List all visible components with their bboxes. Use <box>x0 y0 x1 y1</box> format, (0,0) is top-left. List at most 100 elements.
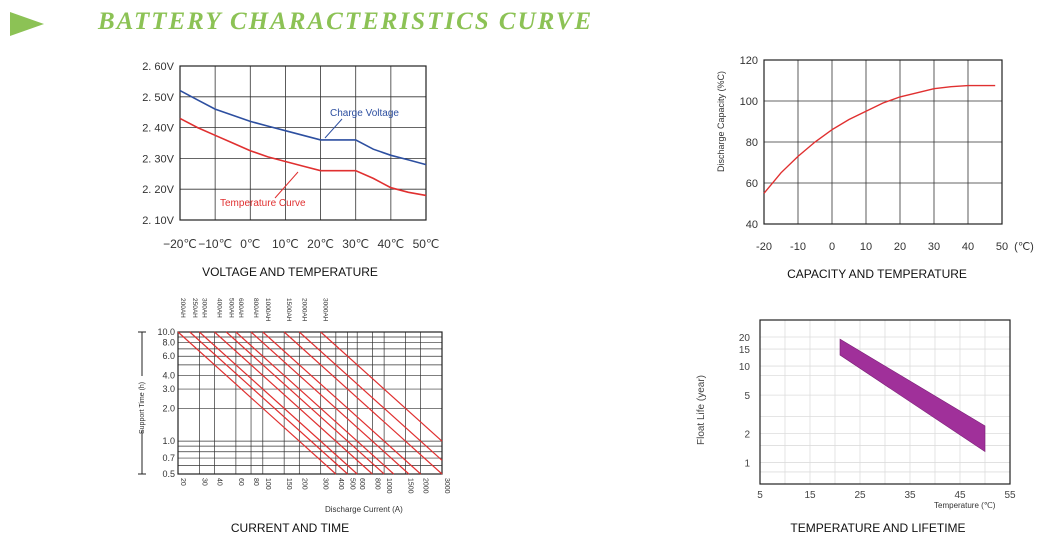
plot-frame <box>179 65 427 221</box>
y-axis-label: Discharge Capacity (%C) <box>716 71 726 172</box>
current-line-3 <box>214 331 373 475</box>
y-tick-label: 2. 10V <box>142 215 174 227</box>
x-tick-label: 600 <box>358 478 365 490</box>
current-line-5 <box>235 331 395 475</box>
x-axis-label: Temperature (℃) <box>934 501 996 510</box>
current-line-4 <box>225 331 385 475</box>
x-tick-label: 30℃ <box>342 237 369 251</box>
y-tick-label: 3.0 <box>162 384 175 394</box>
capacity-label: 3000AH <box>322 298 329 322</box>
x-tick-label: 45 <box>954 490 966 501</box>
y-axis-label: Support Time (h) <box>139 382 146 434</box>
y-tick-label: 5 <box>744 391 750 402</box>
current-time-chart: 200AH 250AH 300AH 400AH 500AH 600AH 800AH 1000A… <box>138 298 450 535</box>
capacity-label: 1500AH <box>285 298 292 322</box>
capacity-label: 300AH <box>200 298 207 318</box>
x-tick-label: 50℃ <box>413 237 440 251</box>
x-tick-label: 20 <box>179 478 186 486</box>
capacity-label: 1000AH <box>264 298 271 322</box>
series-label-temperature: Temperature Curve <box>220 198 306 209</box>
y-tick-label: 80 <box>746 137 758 149</box>
x-tick-label: -10 <box>790 241 806 253</box>
series-line-0 <box>763 84 996 194</box>
y-tick-label: 2.0 <box>162 403 175 413</box>
x-tick-label: 15 <box>804 490 816 501</box>
capacity-label: 500AH <box>227 298 234 318</box>
x-tick-label: 800 <box>373 478 380 490</box>
x-tick-label: 30 <box>200 478 207 486</box>
y-tick-label: 8.0 <box>162 338 175 348</box>
x-tick-label: 150 <box>285 478 292 490</box>
series-label-charge: Charge Voltage <box>330 108 399 119</box>
y-tick-label: 60 <box>746 178 758 190</box>
x-axis-label: Discharge Current (A) <box>325 505 403 514</box>
x-tick-label: 50 <box>996 241 1008 253</box>
page-title: BATTERY CHARACTERISTICS CURVE <box>98 8 594 35</box>
capacity-label: 200AH <box>179 298 186 318</box>
current-line-6 <box>250 331 410 475</box>
x-tick-label: 100 <box>264 478 271 490</box>
chart-title: CURRENT AND TIME <box>231 521 349 535</box>
x-tick-label: 200 <box>300 478 307 490</box>
lifetime-band <box>839 338 986 453</box>
capacity-label: 800AH <box>252 298 259 318</box>
x-tick-label: 60 <box>237 478 244 486</box>
current-line-8 <box>283 331 443 475</box>
plot-frame <box>759 319 1011 485</box>
grid-lines <box>180 66 426 220</box>
capacity-labels: 200AH 250AH 300AH 400AH 500AH 600AH 800AH 1000A… <box>179 298 329 322</box>
capacity-label: 600AH <box>237 298 244 318</box>
x-tick-label: 40 <box>962 241 974 253</box>
grid-lines <box>760 320 1010 484</box>
y-tick-label: 0.5 <box>162 469 175 479</box>
current-line-7 <box>262 331 422 475</box>
x-tick-label: −10℃ <box>198 237 232 251</box>
x-tick-label: -20 <box>756 241 772 253</box>
chart-title: CAPACITY AND TEMPERATURE <box>787 267 967 281</box>
series-group <box>179 89 427 197</box>
plot-frame <box>177 331 443 475</box>
current-line-1 <box>189 331 348 475</box>
capacity-label: 2000AH <box>300 298 307 322</box>
x-tick-label: 80 <box>252 478 259 486</box>
x-tick-label: 0 <box>829 241 835 253</box>
y-axis-label: Float Life (year) <box>696 375 707 445</box>
chart-title: VOLTAGE AND TEMPERATURE <box>202 265 378 279</box>
y-tick-label: 10 <box>739 362 751 373</box>
grid-lines <box>177 331 443 475</box>
grid-lines <box>764 60 1002 224</box>
x-tick-label: 30 <box>928 241 940 253</box>
y-tick-label: 15 <box>739 345 751 356</box>
x-tick-label: 5 <box>757 490 763 501</box>
y-tick-label: 1.0 <box>162 436 175 446</box>
x-tick-label: −20℃ <box>163 237 197 251</box>
x-tick-label: 10 <box>860 241 872 253</box>
y-axis-bracket <box>138 331 146 475</box>
current-line-0 <box>177 331 337 475</box>
y-tick-label: 120 <box>740 55 758 67</box>
y-tick-label: 2. 30V <box>142 153 174 165</box>
x-tick-label: 300 <box>322 478 329 490</box>
series-line-0 <box>179 89 427 166</box>
y-tick-label: 4.0 <box>162 370 175 380</box>
chart-title: TEMPERATURE AND LIFETIME <box>790 521 965 535</box>
x-tick-label: 20 <box>894 241 906 253</box>
page-header: BATTERY CHARACTERISTICS CURVE <box>8 4 708 40</box>
x-tick-label: 20℃ <box>307 237 334 251</box>
x-tick-label: (℃) <box>1014 241 1034 253</box>
y-tick-label: 6.0 <box>162 351 175 361</box>
charge-leader-line <box>324 118 343 139</box>
x-tick-label: 25 <box>854 490 866 501</box>
x-tick-label: 0℃ <box>240 237 260 251</box>
y-tick-label: 1 <box>744 459 750 470</box>
y-tick-label: 2. 40V <box>142 123 174 135</box>
plot-frame <box>763 59 1003 225</box>
current-line-2 <box>198 331 358 475</box>
y-tick-label: 20 <box>739 333 751 344</box>
x-tick-label: 40 <box>216 478 223 486</box>
x-tick-label: 40℃ <box>377 237 404 251</box>
y-tick-label: 2. 60V <box>142 61 174 73</box>
x-tick-label: 55 <box>1004 490 1016 501</box>
